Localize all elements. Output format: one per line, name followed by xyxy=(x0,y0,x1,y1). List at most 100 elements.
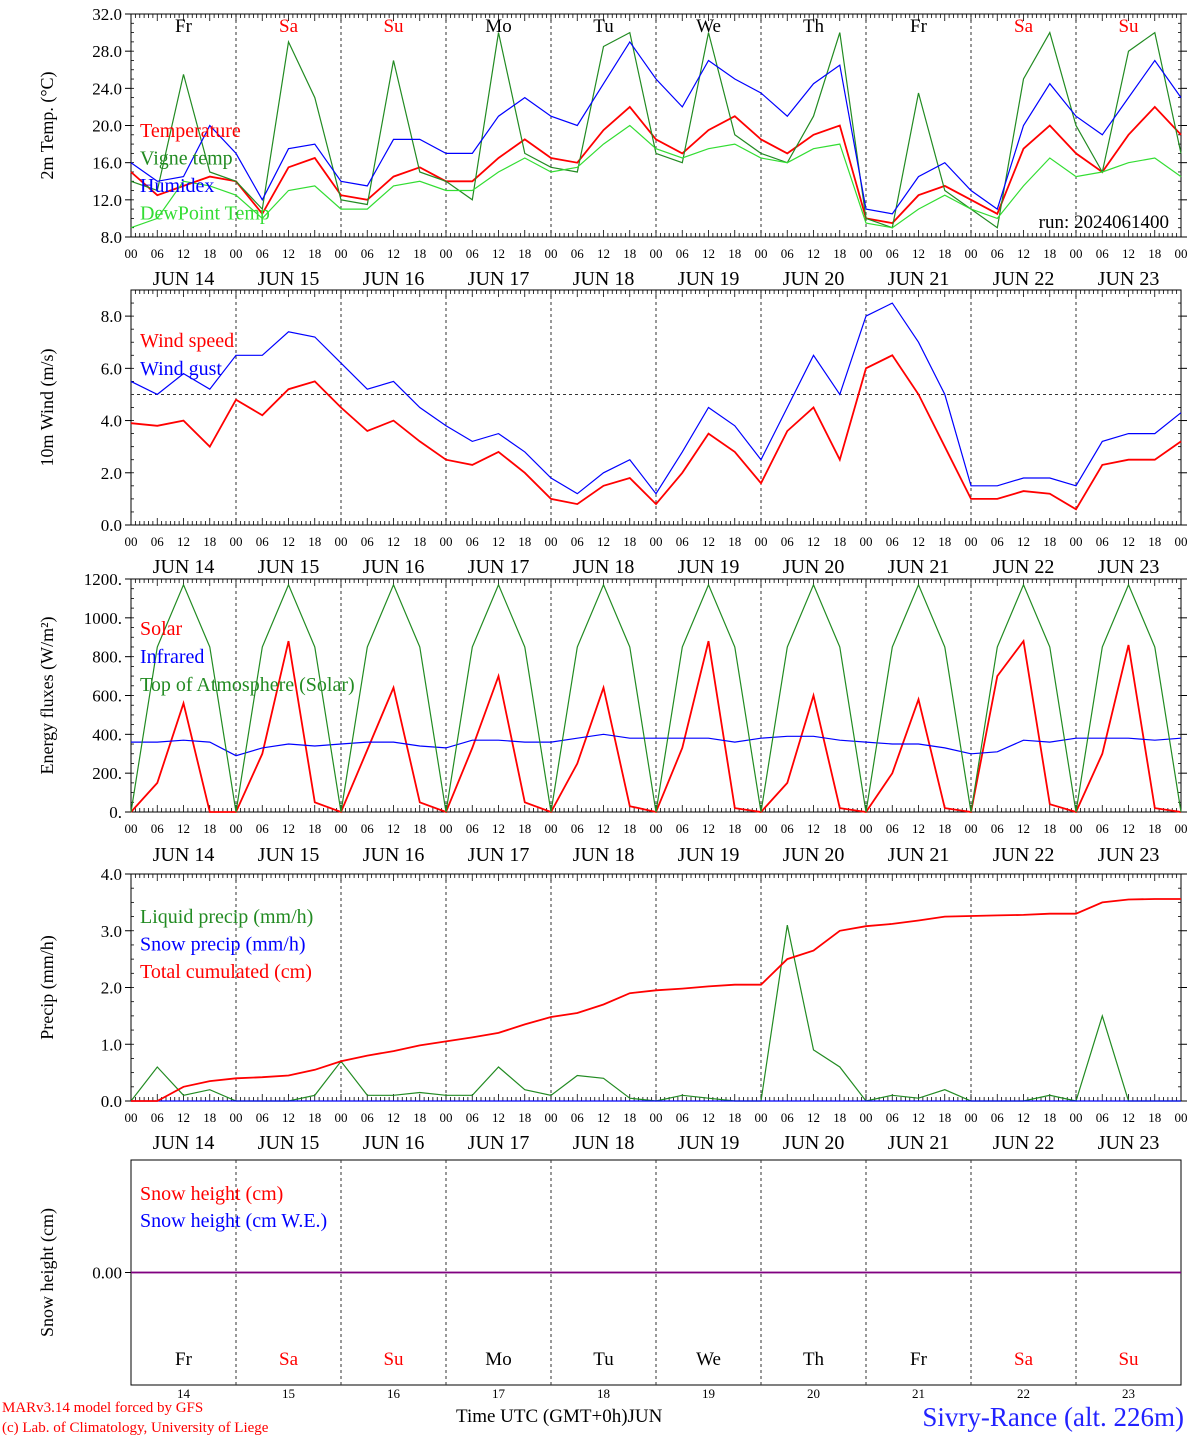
day-number-label: 21 xyxy=(912,1386,925,1401)
y-tick-label: 600. xyxy=(92,687,122,706)
date-label: JUN 16 xyxy=(363,556,425,578)
hour-tick-label: 12 xyxy=(702,821,715,836)
date-label: JUN 18 xyxy=(573,1132,635,1154)
hour-tick-label: 00 xyxy=(965,246,978,261)
series-line-dewpoint-temp xyxy=(130,124,1182,229)
hour-tick-label: 00 xyxy=(230,1110,243,1125)
hour-tick-label: 12 xyxy=(1017,534,1030,549)
month-label: JUN xyxy=(627,1406,663,1427)
hour-tick-label: 12 xyxy=(807,534,820,549)
date-label: JUN 14 xyxy=(153,1132,215,1154)
hour-tick-label: 00 xyxy=(545,534,558,549)
date-label: JUN 16 xyxy=(363,1132,425,1154)
date-label: JUN 22 xyxy=(993,556,1055,578)
y-tick-label: 3.0 xyxy=(101,922,122,941)
series-line-solar xyxy=(130,638,1182,814)
hour-tick-label: 06 xyxy=(466,534,480,549)
y-tick-label: 1200. xyxy=(84,570,122,589)
y-tick-label: 4.0 xyxy=(101,412,122,431)
y-tick-label: 24.0 xyxy=(92,79,122,98)
y-tick-label: 0.0 xyxy=(101,1092,122,1111)
series-line-humidex xyxy=(130,40,1182,215)
date-label: JUN 21 xyxy=(888,268,950,290)
date-label: JUN 17 xyxy=(468,844,530,866)
date-label: JUN 15 xyxy=(258,268,320,290)
weekday-label: Th xyxy=(803,1349,825,1370)
y-tick-label: 2.0 xyxy=(101,979,122,998)
time-axis-title: Time UTC (GMT+0h) xyxy=(456,1406,628,1427)
legend-entry: DewPoint Temp xyxy=(140,203,270,225)
hour-tick-label: 18 xyxy=(308,534,321,549)
hour-tick-label: 12 xyxy=(1122,821,1135,836)
panel-energy: 0. 200. 400. 600. 800. 1000. 1200. Energy fluxe… xyxy=(37,570,1188,866)
hour-tick-label: 06 xyxy=(151,821,165,836)
hour-tick-label: 00 xyxy=(650,246,663,261)
date-label: JUN 14 xyxy=(153,268,215,290)
hour-tick-label: 12 xyxy=(912,534,925,549)
date-label: JUN 19 xyxy=(678,844,740,866)
date-label: JUN 14 xyxy=(153,844,215,866)
hour-tick-label: 12 xyxy=(1122,246,1135,261)
series-line-temperature xyxy=(130,105,1182,225)
hour-tick-label: 06 xyxy=(886,1110,900,1125)
hour-tick-label: 00 xyxy=(335,1110,348,1125)
panel-wind: 0.0 2.0 4.0 6.0 8.0 10m Wind (m/s) Wind speed W… xyxy=(37,289,1188,578)
hour-tick-label: 12 xyxy=(597,246,610,261)
hour-tick-label: 12 xyxy=(492,246,505,261)
legend-entry: Temperature xyxy=(140,120,241,142)
hour-tick-label: 18 xyxy=(833,534,846,549)
hour-tick-label: 06 xyxy=(886,821,900,836)
y-tick-label: 12.0 xyxy=(92,191,122,210)
date-label: JUN 22 xyxy=(993,268,1055,290)
hour-tick-label: 18 xyxy=(833,1110,846,1125)
series-line-vigne-temp xyxy=(130,31,1182,229)
hour-tick-label: 18 xyxy=(938,1110,951,1125)
y-tick-label: 800. xyxy=(92,648,122,667)
hour-tick-label: 18 xyxy=(308,1110,321,1125)
hour-tick-label: 18 xyxy=(308,821,321,836)
date-label: JUN 21 xyxy=(888,556,950,578)
hour-tick-label: 18 xyxy=(623,821,636,836)
day-number-label: 23 xyxy=(1122,1386,1135,1401)
hour-tick-label: 18 xyxy=(413,246,426,261)
date-label: JUN 20 xyxy=(783,556,845,578)
hour-tick-label: 12 xyxy=(282,534,295,549)
day-number-label: 15 xyxy=(282,1386,295,1401)
day-number-label: 22 xyxy=(1017,1386,1030,1401)
hour-tick-label: 06 xyxy=(256,246,270,261)
hour-tick-label: 12 xyxy=(807,1110,820,1125)
date-label: JUN 17 xyxy=(468,268,530,290)
hour-tick-label: 00 xyxy=(1175,246,1188,261)
legend-entry: Vigne temp xyxy=(140,148,233,170)
hour-tick-label: 00 xyxy=(1070,534,1083,549)
hour-tick-label: 12 xyxy=(912,1110,925,1125)
hour-tick-label: 06 xyxy=(466,1110,480,1125)
date-label: JUN 21 xyxy=(888,844,950,866)
hour-tick-label: 18 xyxy=(203,534,216,549)
hour-tick-label: 12 xyxy=(807,821,820,836)
hour-tick-label: 00 xyxy=(125,246,138,261)
y-axis-label: 10m Wind (m/s) xyxy=(37,349,58,467)
hour-tick-label: 00 xyxy=(545,246,558,261)
hour-tick-label: 06 xyxy=(466,821,480,836)
hour-tick-label: 12 xyxy=(702,1110,715,1125)
hour-tick-label: 06 xyxy=(991,534,1005,549)
day-number-label: 20 xyxy=(807,1386,820,1401)
hour-tick-label: 12 xyxy=(1017,821,1030,836)
weekday-label: Sa xyxy=(279,1349,299,1370)
hour-tick-label: 18 xyxy=(623,1110,636,1125)
date-label: JUN 20 xyxy=(783,268,845,290)
hour-tick-label: 00 xyxy=(1070,246,1083,261)
hour-tick-label: 06 xyxy=(886,246,900,261)
hour-tick-label: 00 xyxy=(1175,1110,1188,1125)
panel-snow: 0.00 Snow height (cm) Snow height (cm) Snow… xyxy=(37,1159,1182,1401)
hour-tick-label: 12 xyxy=(597,821,610,836)
hour-tick-label: 18 xyxy=(1043,1110,1056,1125)
hour-tick-label: 12 xyxy=(1017,246,1030,261)
legend-entry: Total cumulated (cm) xyxy=(140,961,312,983)
hour-tick-label: 06 xyxy=(256,1110,270,1125)
date-label: JUN 20 xyxy=(783,1132,845,1154)
hour-tick-label: 06 xyxy=(361,534,375,549)
weekday-label: Tu xyxy=(593,1349,614,1370)
